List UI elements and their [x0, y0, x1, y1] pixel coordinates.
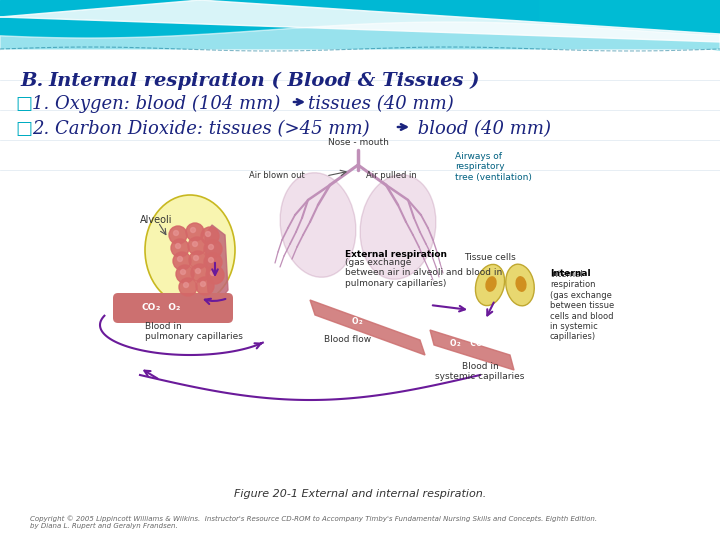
Text: Tissue cells: Tissue cells	[464, 253, 516, 262]
Circle shape	[192, 241, 197, 246]
Text: O: O	[162, 303, 176, 313]
Bar	[0, 0, 720, 50]
Text: blood (40 mm): blood (40 mm)	[412, 120, 551, 138]
Circle shape	[196, 277, 214, 295]
Text: □: □	[15, 95, 32, 113]
Circle shape	[178, 256, 182, 261]
Text: O: O	[352, 318, 359, 327]
Polygon shape	[310, 300, 425, 355]
Text: Blood in
pulmonary capillaries: Blood in pulmonary capillaries	[145, 322, 243, 341]
Circle shape	[209, 245, 214, 249]
Circle shape	[205, 232, 210, 237]
Text: Air blown out: Air blown out	[249, 172, 305, 180]
Text: Internal respiration ( Blood & Tissues ): Internal respiration ( Blood & Tissues )	[48, 72, 480, 90]
Circle shape	[210, 271, 215, 275]
Ellipse shape	[360, 175, 436, 279]
Text: 2: 2	[359, 320, 363, 325]
Text: □: □	[15, 120, 32, 138]
Text: Blood in
systemic capillaries: Blood in systemic capillaries	[436, 362, 525, 381]
Circle shape	[176, 265, 194, 283]
Ellipse shape	[145, 195, 235, 305]
Text: Air pulled in: Air pulled in	[366, 172, 417, 180]
Circle shape	[188, 237, 206, 255]
Polygon shape	[205, 225, 228, 300]
Text: 2. Carbon Dioxide: tissues (>45 mm): 2. Carbon Dioxide: tissues (>45 mm)	[32, 120, 369, 138]
Circle shape	[191, 227, 196, 233]
Text: Blood flow: Blood flow	[325, 335, 372, 344]
Circle shape	[176, 244, 181, 248]
Text: B.: B.	[20, 72, 43, 90]
Text: (gas exchange
between air in alveoli and blood in
pulmonary capillaries): (gas exchange between air in alveoli and…	[345, 258, 503, 288]
Circle shape	[194, 255, 199, 260]
FancyBboxPatch shape	[113, 293, 233, 323]
Circle shape	[169, 226, 187, 244]
Circle shape	[191, 264, 209, 282]
Ellipse shape	[280, 173, 356, 277]
Circle shape	[189, 251, 207, 269]
Text: 1. Oxygen: blood (104 mm): 1. Oxygen: blood (104 mm)	[32, 95, 286, 113]
Text: Nose - mouth: Nose - mouth	[328, 138, 388, 147]
Circle shape	[186, 223, 204, 241]
Text: External respiration: External respiration	[345, 250, 447, 259]
Polygon shape	[0, 22, 720, 50]
Circle shape	[201, 227, 219, 245]
Text: CO: CO	[465, 340, 482, 348]
Text: Internal: Internal	[550, 269, 590, 278]
Text: Alveoli: Alveoli	[140, 215, 173, 225]
Circle shape	[209, 258, 214, 262]
Circle shape	[200, 281, 205, 287]
Circle shape	[196, 268, 200, 273]
Ellipse shape	[485, 276, 497, 292]
Ellipse shape	[505, 264, 534, 306]
Text: tissues (40 mm): tissues (40 mm)	[308, 95, 454, 113]
Polygon shape	[430, 330, 514, 370]
Circle shape	[181, 269, 186, 274]
Text: Internal
respiration
(gas exchange
between tissue
cells and blood
in systemic
ca: Internal respiration (gas exchange betwe…	[550, 270, 614, 341]
Text: 2: 2	[457, 342, 461, 347]
Circle shape	[204, 240, 222, 258]
Text: O: O	[450, 340, 456, 348]
Circle shape	[171, 239, 189, 257]
Text: Copyright © 2005 Lippincott Williams & Wilkins.  Instructor's Resource CD-ROM to: Copyright © 2005 Lippincott Williams & W…	[30, 515, 597, 529]
Polygon shape	[0, 0, 720, 42]
Polygon shape	[540, 0, 720, 50]
Ellipse shape	[516, 276, 526, 292]
Text: Figure 20-1 External and internal respiration.: Figure 20-1 External and internal respir…	[234, 489, 486, 499]
Ellipse shape	[475, 265, 505, 306]
Text: 2: 2	[155, 306, 159, 311]
Text: 2: 2	[175, 306, 179, 311]
Text: Airways of
respiratory
tree (ventilation): Airways of respiratory tree (ventilation…	[455, 152, 532, 182]
Text: CO: CO	[142, 303, 156, 313]
Circle shape	[179, 278, 197, 296]
Text: 2: 2	[483, 342, 487, 347]
Circle shape	[204, 253, 222, 271]
Circle shape	[184, 282, 189, 287]
Circle shape	[206, 266, 224, 284]
Circle shape	[174, 231, 179, 235]
Circle shape	[173, 252, 191, 270]
